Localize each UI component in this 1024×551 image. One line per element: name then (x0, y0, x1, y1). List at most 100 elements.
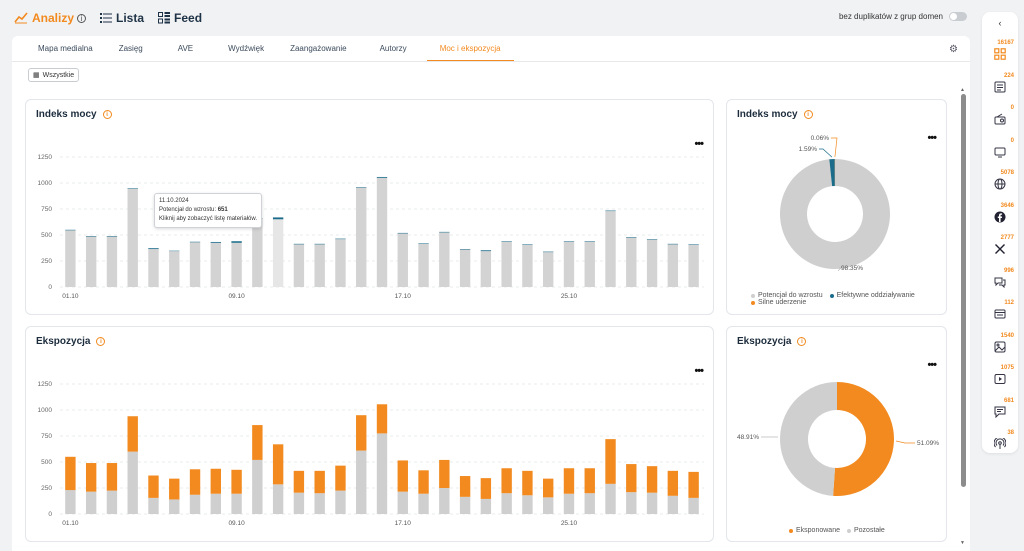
bar-a[interactable] (356, 187, 367, 287)
sidebar-source-instagram-image[interactable]: 1540 (982, 333, 1018, 353)
bar-a[interactable] (543, 252, 554, 287)
bar-a[interactable] (605, 211, 616, 287)
sidebar-source-web-globe[interactable]: 5078 (982, 170, 1018, 190)
gear-icon[interactable]: ⚙ (949, 44, 958, 55)
bar-b[interactable] (272, 217, 284, 220)
bar-b[interactable] (65, 456, 76, 491)
bar-b[interactable] (148, 248, 159, 250)
bar-b[interactable] (688, 471, 699, 498)
tab-zaangazowanie[interactable]: Zaangażowanie (290, 44, 347, 53)
legend-item[interactable]: Silne uderzenie (751, 299, 806, 306)
bar-b[interactable] (189, 469, 201, 495)
bar-b[interactable] (272, 444, 284, 485)
bar-b[interactable] (376, 176, 388, 178)
scroll-down-arrow[interactable]: ▼ (960, 540, 965, 546)
bar-a[interactable] (563, 241, 575, 287)
bar-a[interactable] (439, 488, 450, 514)
bar-a[interactable] (272, 484, 284, 514)
bar-a[interactable] (480, 498, 492, 514)
bar-b[interactable] (646, 239, 658, 240)
bar-a[interactable] (169, 499, 180, 514)
bar-a[interactable] (646, 492, 658, 514)
tab-wydzwiek[interactable]: Wydźwięk (228, 44, 265, 53)
scroll-up-arrow[interactable]: ▲ (960, 87, 965, 93)
more-menu-icon[interactable]: ••• (694, 138, 704, 150)
bar-b[interactable] (584, 468, 595, 494)
bar-a[interactable] (127, 451, 138, 514)
donut-slice[interactable] (829, 159, 835, 187)
bar-b[interactable] (626, 237, 637, 238)
more-menu-icon[interactable]: ••• (927, 359, 937, 371)
vertical-scrollbar[interactable] (961, 94, 966, 487)
bar-a[interactable] (272, 219, 284, 287)
legend-item[interactable]: Efektywne oddziaływanie (829, 292, 915, 299)
bar-a[interactable] (169, 251, 180, 287)
bar-a[interactable] (501, 493, 512, 514)
bar-b[interactable] (439, 231, 450, 233)
bar-a[interactable] (231, 242, 242, 287)
bar-a[interactable] (667, 244, 679, 287)
bar-b[interactable] (314, 243, 325, 245)
info-icon[interactable]: i (77, 13, 87, 23)
bar-a[interactable] (65, 490, 76, 514)
bar-a[interactable] (563, 493, 575, 514)
tab-ave[interactable]: AVE (177, 44, 194, 53)
bar-a[interactable] (65, 230, 76, 287)
legend-item[interactable]: Potencjał do wzrostu (751, 292, 823, 299)
sidebar-source-forum[interactable]: 996 (982, 268, 1018, 288)
bar-b[interactable] (459, 476, 471, 497)
donut-slice[interactable] (833, 382, 894, 496)
bar-b[interactable] (418, 470, 429, 494)
bar-a[interactable] (189, 494, 201, 514)
bar-b[interactable] (397, 460, 408, 492)
bar-a[interactable] (314, 493, 325, 514)
sidebar-source-facebook[interactable]: 3646 (982, 203, 1018, 223)
bar-b[interactable] (543, 251, 554, 253)
info-icon[interactable]: i (803, 110, 813, 119)
bar-b[interactable] (480, 478, 492, 499)
more-menu-icon[interactable]: ••• (694, 365, 704, 377)
bar-a[interactable] (85, 236, 97, 287)
sidebar-source-podcast[interactable]: 38 (982, 430, 1018, 450)
bar-b[interactable] (584, 241, 595, 242)
bar-a[interactable] (376, 177, 388, 287)
bar-a[interactable] (148, 249, 159, 287)
bar-a[interactable] (459, 496, 471, 514)
bar-a[interactable] (231, 493, 242, 514)
bar-b[interactable] (148, 475, 159, 498)
bar-a[interactable] (584, 241, 595, 287)
nav-lista[interactable]: Lista (100, 11, 144, 25)
bar-b[interactable] (667, 243, 679, 245)
bar-a[interactable] (106, 236, 118, 287)
bar-a[interactable] (189, 242, 201, 287)
sidebar-source-x-twitter[interactable]: 2777 (982, 235, 1018, 255)
bar-b[interactable] (169, 478, 180, 500)
bar-a[interactable] (522, 495, 533, 514)
bar-b[interactable] (605, 439, 616, 484)
filter-all-button[interactable]: ▦ Wszystkie (28, 68, 80, 82)
bar-b[interactable] (543, 478, 554, 498)
bar-a[interactable] (85, 491, 97, 514)
bar-b[interactable] (356, 187, 367, 188)
sidebar-source-radio[interactable]: 0 (982, 105, 1018, 125)
bar-b[interactable] (626, 464, 637, 493)
bar-a[interactable] (418, 243, 429, 287)
bar-a[interactable] (252, 218, 263, 287)
bar-a[interactable] (335, 239, 346, 287)
duplicates-toggle[interactable] (949, 12, 967, 21)
bar-b[interactable] (85, 236, 97, 237)
bar-a[interactable] (646, 239, 658, 287)
bar-a[interactable] (688, 244, 699, 287)
bar-b[interactable] (65, 229, 76, 231)
bar-a[interactable] (397, 491, 408, 514)
bar-a[interactable] (106, 490, 118, 514)
bar-b[interactable] (231, 469, 242, 494)
bar-a[interactable] (356, 450, 367, 514)
bar-b[interactable] (439, 459, 450, 488)
info-icon[interactable]: i (102, 110, 112, 119)
bar-b[interactable] (501, 241, 512, 242)
sidebar-source-comments[interactable]: 681 (982, 398, 1018, 418)
bar-b[interactable] (646, 466, 658, 493)
bar-a[interactable] (335, 490, 346, 514)
bar-a[interactable] (439, 232, 450, 287)
